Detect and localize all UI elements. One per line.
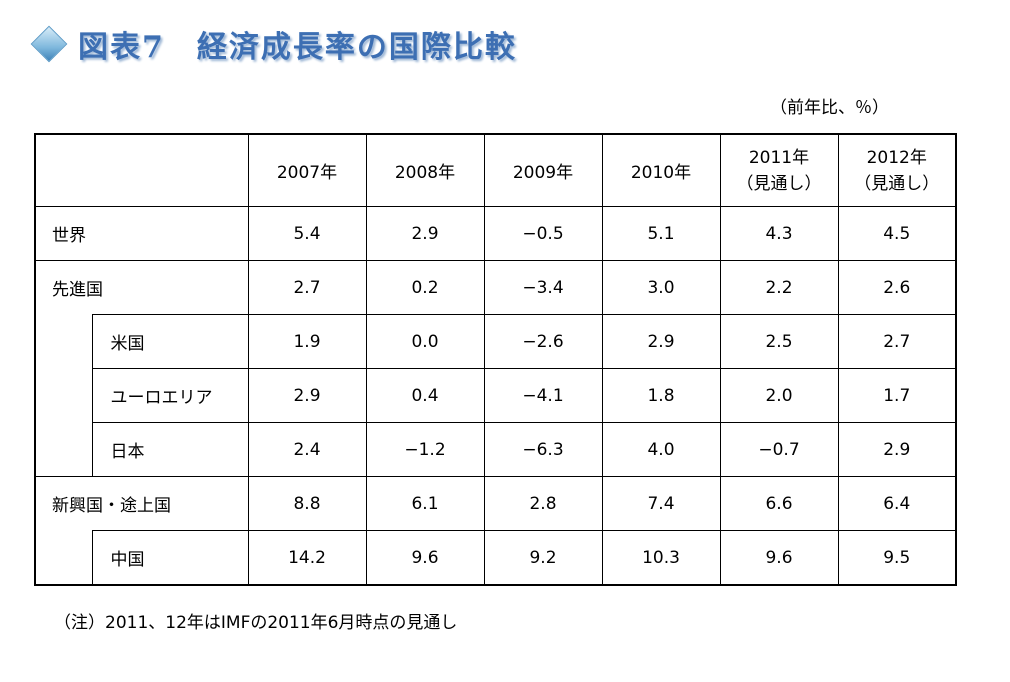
row-label: 世界 [34, 206, 249, 261]
header-cell: 2012年 （見通し） [837, 133, 957, 207]
title-block: 図表7 経済成長率の国際比較 [30, 22, 517, 66]
table-cell: 7.4 [601, 476, 721, 531]
table-cell: 5.4 [247, 206, 367, 261]
table-cell: 3.0 [601, 260, 721, 315]
table-cell: −3.4 [483, 260, 603, 315]
table-cell: 9.6 [365, 530, 485, 586]
table-cell: 2.6 [837, 260, 957, 315]
indent-cell [34, 314, 93, 369]
row-label: 新興国・途上国 [34, 476, 249, 531]
table-cell: 10.3 [601, 530, 721, 586]
indent-cell [34, 368, 93, 423]
indent-cell [34, 422, 93, 477]
table-cell: 4.5 [837, 206, 957, 261]
row-label: 先進国 [34, 260, 249, 315]
page-title: 図表7 経済成長率の国際比較 [78, 30, 517, 65]
table-row: 世界 5.4 2.9 −0.5 5.1 4.3 4.5 [34, 206, 957, 261]
table-cell: 14.2 [247, 530, 367, 586]
table-cell: −6.3 [483, 422, 603, 477]
header-blank-cell [34, 133, 249, 207]
table-cell: 2.2 [719, 260, 839, 315]
table-cell: 2.9 [601, 314, 721, 369]
table-cell: −0.5 [483, 206, 603, 261]
table-cell: 2.7 [837, 314, 957, 369]
table-cell: 2.0 [719, 368, 839, 423]
table-cell: −2.6 [483, 314, 603, 369]
diamond-bullet-icon [30, 25, 68, 63]
table-cell: 8.8 [247, 476, 367, 531]
footnote: （注）2011、12年はIMFの2011年6月時点の見通し [54, 613, 458, 633]
table-cell: 6.1 [365, 476, 485, 531]
table-cell: 2.9 [365, 206, 485, 261]
header-cell: 2009年 [483, 133, 603, 207]
header-cell: 2010年 [601, 133, 721, 207]
table-header-row: 2007年 2008年 2009年 2010年 2011年 （見通し） 2012… [34, 133, 957, 207]
table-cell: 0.4 [365, 368, 485, 423]
table-cell: −4.1 [483, 368, 603, 423]
row-label: 日本 [91, 422, 249, 477]
table-cell: 2.7 [247, 260, 367, 315]
header-cell: 2008年 [365, 133, 485, 207]
table-cell: 2.4 [247, 422, 367, 477]
unit-label: （前年比、％） [770, 98, 889, 118]
table-cell: 2.9 [247, 368, 367, 423]
table-row: 先進国 2.7 0.2 −3.4 3.0 2.2 2.6 [34, 260, 957, 315]
table-cell: 6.4 [837, 476, 957, 531]
table-cell: 2.8 [483, 476, 603, 531]
table-cell: 1.9 [247, 314, 367, 369]
table-cell: 9.5 [837, 530, 957, 586]
row-label: ユーロエリア [91, 368, 249, 423]
growth-rate-table: 2007年 2008年 2009年 2010年 2011年 （見通し） 2012… [34, 133, 957, 586]
table-cell: 4.3 [719, 206, 839, 261]
table-row: 中国 14.2 9.6 9.2 10.3 9.6 9.5 [34, 530, 957, 586]
header-cell: 2011年 （見通し） [719, 133, 839, 207]
table-cell: 2.5 [719, 314, 839, 369]
table-cell: 0.0 [365, 314, 485, 369]
table-cell: 2.9 [837, 422, 957, 477]
header-cell: 2007年 [247, 133, 367, 207]
table-row: ユーロエリア 2.9 0.4 −4.1 1.8 2.0 1.7 [34, 368, 957, 423]
table-cell: 1.8 [601, 368, 721, 423]
table-cell: 6.6 [719, 476, 839, 531]
table-cell: 9.6 [719, 530, 839, 586]
row-label: 米国 [91, 314, 249, 369]
table-row: 新興国・途上国 8.8 6.1 2.8 7.4 6.6 6.4 [34, 476, 957, 531]
table-cell: 0.2 [365, 260, 485, 315]
table-cell: 1.7 [837, 368, 957, 423]
row-label: 中国 [91, 530, 249, 586]
table-row: 日本 2.4 −1.2 −6.3 4.0 −0.7 2.9 [34, 422, 957, 477]
table-cell: −1.2 [365, 422, 485, 477]
table-cell: 5.1 [601, 206, 721, 261]
indent-cell [34, 530, 93, 586]
table-row: 米国 1.9 0.0 −2.6 2.9 2.5 2.7 [34, 314, 957, 369]
table-cell: 9.2 [483, 530, 603, 586]
table-cell: −0.7 [719, 422, 839, 477]
table-cell: 4.0 [601, 422, 721, 477]
